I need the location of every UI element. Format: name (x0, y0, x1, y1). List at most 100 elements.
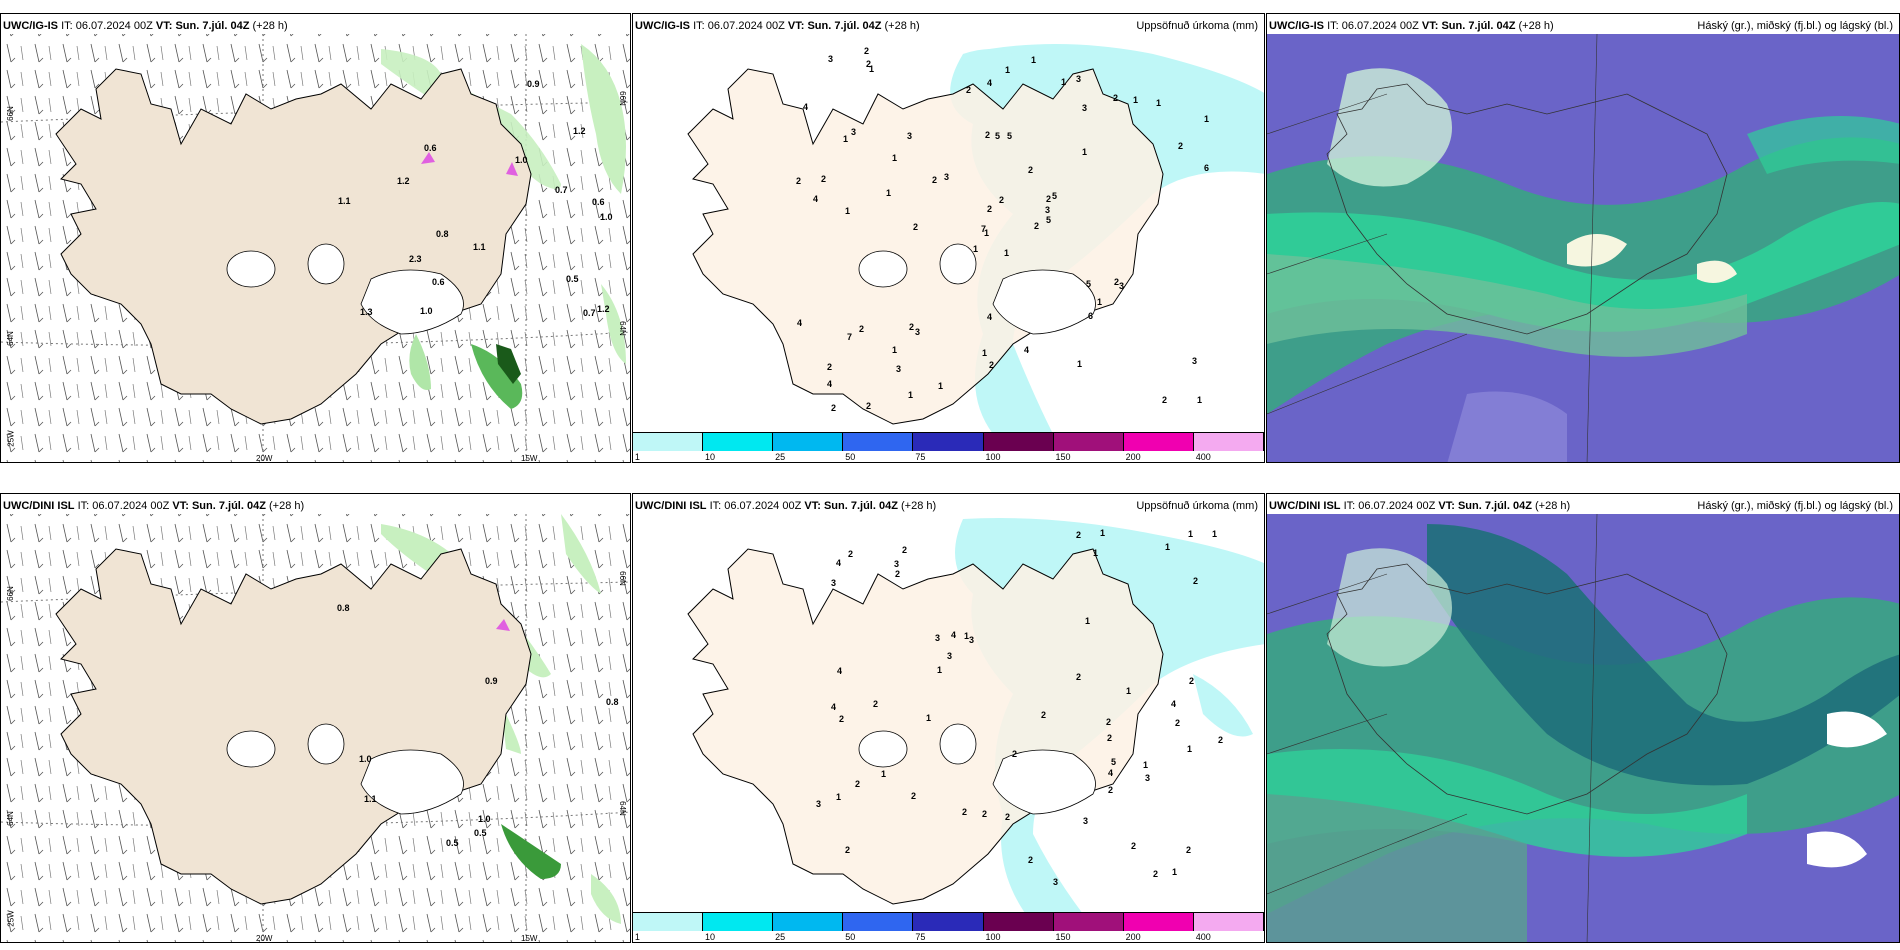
precip-amount-label: 1 (1133, 95, 1138, 105)
precip-amount-label: 2 (845, 845, 850, 855)
precip-amount-label: 2 (913, 222, 918, 232)
lat-label-66n: 66N (5, 106, 15, 121)
precip-amount-label: 6 (1088, 311, 1093, 321)
lon-label-20w: 20W (256, 934, 273, 943)
precip-amount-label: 2 (839, 714, 844, 724)
legend-swatch (1053, 433, 1124, 451)
precip-amount-label: 2 (966, 85, 971, 95)
precip-amount-label: 2 (987, 204, 992, 214)
precip-amount-label: 2 (1034, 221, 1039, 231)
legend-swatch (1123, 433, 1194, 451)
precip-amount-label: 7 (981, 224, 986, 234)
precip-amount-label: 1 (869, 64, 874, 74)
legend-swatch (843, 433, 914, 451)
precip-amount-label: 4 (1171, 699, 1176, 709)
legend-swatch (633, 433, 704, 451)
cloud-cover-map (1267, 33, 1899, 462)
legend-label: 75 (915, 452, 926, 462)
precip-amount-label: 2 (1178, 141, 1183, 151)
precip-amount-label: 1 (1077, 359, 1082, 369)
precip-amount-label: 4 (1024, 345, 1029, 355)
precip-amount-label: 2 (1012, 749, 1017, 759)
legend-label: 100 (985, 452, 1001, 462)
precip-amount-label: 1 (982, 348, 987, 358)
precip-amount-label: 2 (932, 175, 937, 185)
wind-precip-panel-bottom: UWC/DINI ISL IT: 06.07.2024 00Z VT: Sun.… (0, 493, 631, 943)
lat-label-64n-right: 64N (617, 801, 627, 816)
iceland-outline (1326, 563, 1728, 815)
precip-value: 0.5 (446, 838, 459, 848)
precip-legend-labels: 1 10 25 50 75 100 150 200 400 (633, 932, 1264, 942)
panel-title: Háský (gr.), miðský (fj.bl.) og lágský (… (1697, 20, 1893, 32)
precip-amount-label: 1 (836, 792, 841, 802)
precip-amount-label: 3 (944, 172, 949, 182)
legend-swatch (983, 913, 1054, 931)
precip-amount-label: 3 (831, 578, 836, 588)
legend-swatch (983, 433, 1054, 451)
legend-swatch (1193, 433, 1264, 451)
precip-amount-label: 1 (892, 345, 897, 355)
lat-label-66n: 66N (5, 586, 15, 601)
legend-swatch (913, 913, 984, 931)
precip-amount-label: 3 (1076, 74, 1081, 84)
precip-value: 0.9 (485, 676, 498, 686)
precip-amount-label: 1 (908, 390, 913, 400)
precip-value: 1.0 (420, 306, 433, 316)
legend-swatch (633, 913, 704, 931)
precip-amount-label: 2 (911, 791, 916, 801)
precip-amount-label: 2 (866, 59, 871, 69)
precip-amount-label: 3 (1145, 773, 1150, 783)
lon-label-25w: 25W (6, 430, 16, 447)
precip-value: 1.0 (478, 814, 491, 824)
precip-amount-label: 2 (1218, 735, 1223, 745)
accum-precip-panel-bottom: UWC/DINI ISL IT: 06.07.2024 00Z VT: Sun.… (632, 493, 1265, 943)
precip-amount-label: 1 (1004, 248, 1009, 258)
lat-label-64n: 64N (5, 331, 15, 346)
precip-amount-label: 3 (947, 651, 952, 661)
precip-amount-label: 4 (951, 630, 956, 640)
precip-amount-label: 1 (938, 381, 943, 391)
panel-header: UWC/DINI ISL IT: 06.07.2024 00Z VT: Sun.… (635, 500, 1258, 512)
iceland-precip-map: 1112233532111111222234355334456712322232… (687, 44, 1264, 434)
precip-amount-label: 5 (1111, 757, 1116, 767)
legend-label: 10 (705, 452, 716, 462)
precip-amount-label: 1 (1061, 77, 1066, 87)
precip-value: 1.2 (573, 126, 586, 136)
precip-amount-label: 1 (1100, 528, 1105, 538)
precip-amount-label: 2 (909, 322, 914, 332)
legend-label: 1 (634, 932, 640, 942)
precip-amount-label: 2 (821, 174, 826, 184)
precip-value: 0.6 (424, 143, 437, 153)
precip-amount-label: 2 (962, 807, 967, 817)
precip-amount-label: 2 (1108, 785, 1113, 795)
precip-amount-label: 2 (1106, 717, 1111, 727)
legend-swatch (1193, 913, 1264, 931)
precip-value: 1.2 (397, 176, 410, 186)
legend-label: 200 (1125, 932, 1141, 942)
cloud-cover-panel-bottom: UWC/DINI ISL IT: 06.07.2024 00Z VT: Sun.… (1266, 493, 1900, 943)
precip-value: 1.2 (597, 304, 610, 314)
panel-header: UWC/DINI ISL IT: 06.07.2024 00Z VT: Sun.… (3, 500, 305, 512)
precip-amount-label: 2 (1041, 710, 1046, 720)
panel-title: Háský (gr.), miðský (fj.bl.) og lágský (… (1697, 500, 1893, 512)
precip-value: 2.3 (409, 254, 422, 264)
precip-amount-label: 3 (1082, 103, 1087, 113)
precip-amount-label: 2 (848, 549, 853, 559)
precip-value: 0.7 (555, 185, 568, 195)
precip-amount-label: 2 (831, 403, 836, 413)
precip-amount-label: 3 (907, 131, 912, 141)
panel-header: UWC/IG-IS IT: 06.07.2024 00Z VT: Sun. 7.… (3, 20, 288, 32)
precip-amount-label: 2 (989, 360, 994, 370)
iceland-precip-map: 2222321133344222221111112352212331434222… (687, 518, 1264, 924)
precip-color-legend (633, 912, 1264, 931)
precip-amount-label: 2 (1131, 841, 1136, 851)
precip-value: 0.9 (527, 79, 540, 89)
precip-amount-label: 5 (1007, 131, 1012, 141)
iceland-landmass (687, 548, 1164, 905)
precip-amount-label: 1 (984, 228, 989, 238)
legend-label: 25 (775, 932, 786, 942)
panel-title: Uppsöfnuð úrkoma (mm) (1136, 500, 1258, 512)
precip-amount-label: 2 (1175, 718, 1180, 728)
precip-amount-label: 1 (1085, 616, 1090, 626)
precip-amount-label: 4 (1108, 768, 1113, 778)
